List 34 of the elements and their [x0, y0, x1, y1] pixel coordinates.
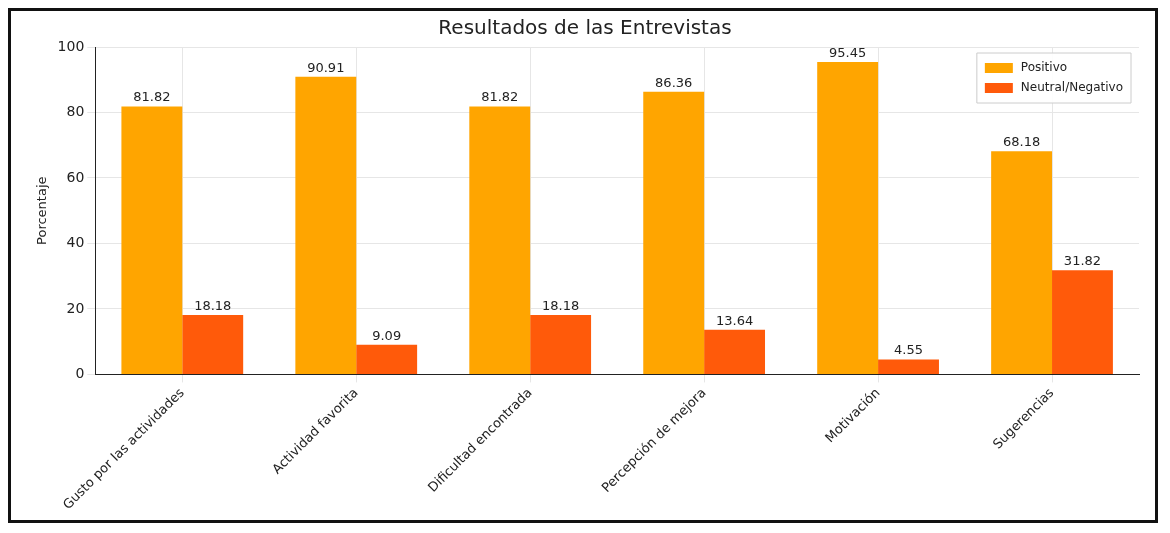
data-label: 4.55: [894, 342, 923, 358]
data-label: 13.64: [715, 312, 754, 328]
y-axis-title: Porcentaje: [34, 176, 50, 245]
bar: [182, 314, 244, 374]
bar: [817, 61, 879, 374]
data-label: 81.82: [481, 89, 519, 105]
bar: [356, 344, 418, 374]
bar: [991, 151, 1053, 374]
bar: [1052, 270, 1113, 374]
y-tick-label: 40: [66, 234, 85, 251]
bar: [704, 329, 766, 374]
chart-title: Resultados de las Entrevistas: [438, 15, 732, 40]
y-tick-label: 100: [57, 37, 85, 54]
bar: [878, 359, 939, 374]
data-label: 81.82: [133, 89, 171, 105]
data-label: 95.45: [829, 44, 867, 60]
bar: [469, 106, 531, 374]
bar: [643, 91, 705, 374]
y-tick-label: 80: [66, 103, 85, 120]
data-label: 18.18: [194, 297, 232, 313]
bar: [121, 106, 183, 374]
data-label: 68.18: [1002, 134, 1041, 150]
y-tick-label: 60: [66, 168, 85, 185]
data-label: 31.82: [1063, 253, 1102, 269]
data-label: 90.91: [307, 59, 345, 75]
legend-label: Positivo: [1020, 60, 1068, 75]
data-label: 18.18: [542, 297, 580, 313]
legend-label: Neutral/Negativo: [1020, 80, 1124, 95]
bar: [530, 314, 592, 374]
data-label: 9.09: [372, 327, 402, 343]
y-tick-label: 20: [66, 299, 85, 316]
bar: [295, 76, 357, 374]
y-tick-label: 0: [75, 365, 85, 382]
data-label: 86.36: [655, 74, 693, 90]
